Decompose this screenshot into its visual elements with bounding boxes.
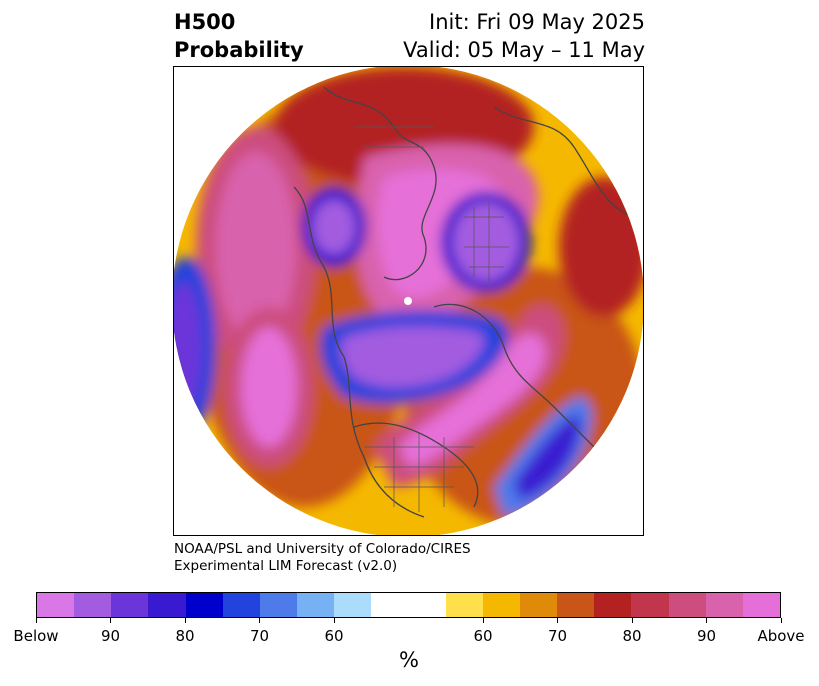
title-right: Init: Fri 09 May 2025 Valid: 05 May – 11… [403, 8, 645, 64]
colorbar-tick-label: Below [13, 627, 59, 645]
east-warm-zone [559, 177, 643, 317]
colorbar-tick-label: 80 [622, 627, 642, 645]
colorbar-tick-label: 70 [547, 627, 568, 645]
credit-line-2: Experimental LIM Forecast (v2.0) [174, 558, 398, 574]
credit-line-1: NOAA/PSL and University of Colorado/CIRE… [174, 541, 471, 557]
above-region-southwest-core [241, 327, 297, 447]
colorbar-unit: % [399, 648, 419, 672]
colorbar-segment [334, 593, 372, 617]
title-left: H500 Probability [174, 8, 304, 64]
colorbar-segment [557, 593, 595, 617]
colorbar [36, 592, 781, 618]
colorbar-segment [111, 593, 149, 617]
colorbar-segment [297, 593, 335, 617]
colorbar-tick [184, 618, 186, 623]
credit-block: NOAA/PSL and University of Colorado/CIRE… [174, 541, 471, 575]
below-region-center-core [340, 326, 485, 388]
colorbar-tick-label: 60 [473, 627, 493, 645]
valid-range: Valid: 05 May – 11 May [403, 38, 645, 62]
title-quantity: Probability [174, 38, 304, 62]
colorbar-segment [222, 593, 260, 617]
colorbar-tick-label: 60 [324, 627, 344, 645]
coastlines [293, 86, 635, 518]
below-region-northwest-core [312, 199, 356, 255]
colorbar-tick-label: 90 [100, 627, 121, 645]
init-date: Init: Fri 09 May 2025 [429, 10, 645, 34]
below-region-northeast-core [452, 202, 520, 282]
political-borders [354, 126, 509, 512]
colorbar-segment [37, 593, 75, 617]
colorbar-tick [35, 618, 37, 623]
probability-map [174, 67, 643, 535]
colorbar-tick-label: 70 [249, 627, 270, 645]
colorbar-tick [333, 618, 335, 623]
colorbar-tick-label: 80 [175, 627, 195, 645]
below-region-southeast-core [514, 415, 581, 499]
colorbar-tick-label: 90 [696, 627, 717, 645]
colorbar-segment [520, 593, 558, 617]
colorbar-tick [706, 618, 707, 623]
map-panel [173, 66, 644, 536]
title-field: H500 [174, 10, 236, 34]
colorbar-tick [631, 618, 633, 623]
colorbar-segment [482, 593, 521, 617]
colorbar-segment [594, 593, 632, 617]
above-region-west-core [216, 152, 296, 342]
colorbar-segment [185, 593, 223, 617]
above-region-south-core [399, 333, 546, 467]
colorbar-tick [259, 618, 260, 623]
colorbar-tick-label: Above [757, 627, 805, 645]
colorbar-tick [482, 618, 484, 623]
colorbar-tick [110, 618, 111, 623]
pole-marker [404, 297, 412, 305]
colorbar-segment [148, 593, 186, 617]
colorbar-segment [259, 593, 298, 617]
colorbar-segment [371, 593, 446, 617]
colorbar-segment [742, 593, 781, 617]
colorbar-segment [668, 593, 706, 617]
colorbar-tick [780, 618, 782, 623]
colorbar-segment [705, 593, 743, 617]
colorbar-segment [74, 593, 112, 617]
colorbar-tick [557, 618, 558, 623]
colorbar-segment [631, 593, 669, 617]
colorbar-segment [445, 593, 483, 617]
